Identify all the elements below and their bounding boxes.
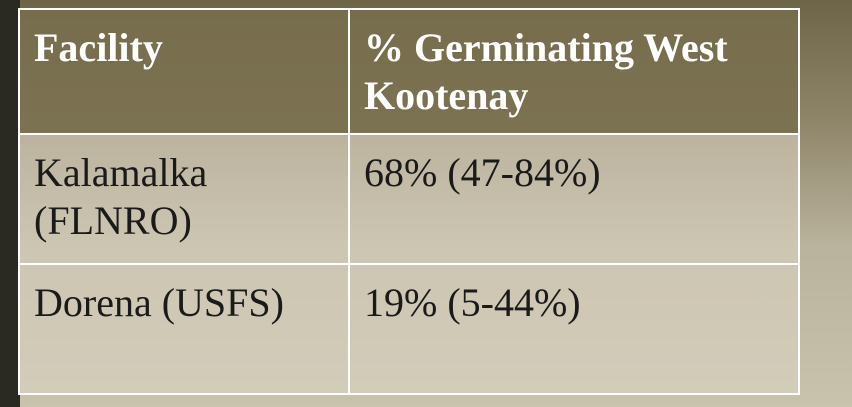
data-table: Facility % Germinating West Kootenay Kal… <box>18 8 800 395</box>
background-edge <box>0 0 20 407</box>
table-row: Kalamalka (FLNRO) 68% (47-84%) <box>19 134 799 264</box>
cell: Dorena (USFS) <box>19 264 349 394</box>
header-cell: % Germinating West Kootenay <box>349 9 799 134</box>
header-row: Facility % Germinating West Kootenay <box>19 9 799 134</box>
table-row: Dorena (USFS) 19% (5-44%) <box>19 264 799 394</box>
cell: 19% (5-44%) <box>349 264 799 394</box>
page: {"table": {"header": ["Facility", "% Ger… <box>0 0 852 407</box>
cell: 68% (47-84%) <box>349 134 799 264</box>
header-cell: Facility <box>19 9 349 134</box>
cell: Kalamalka (FLNRO) <box>19 134 349 264</box>
